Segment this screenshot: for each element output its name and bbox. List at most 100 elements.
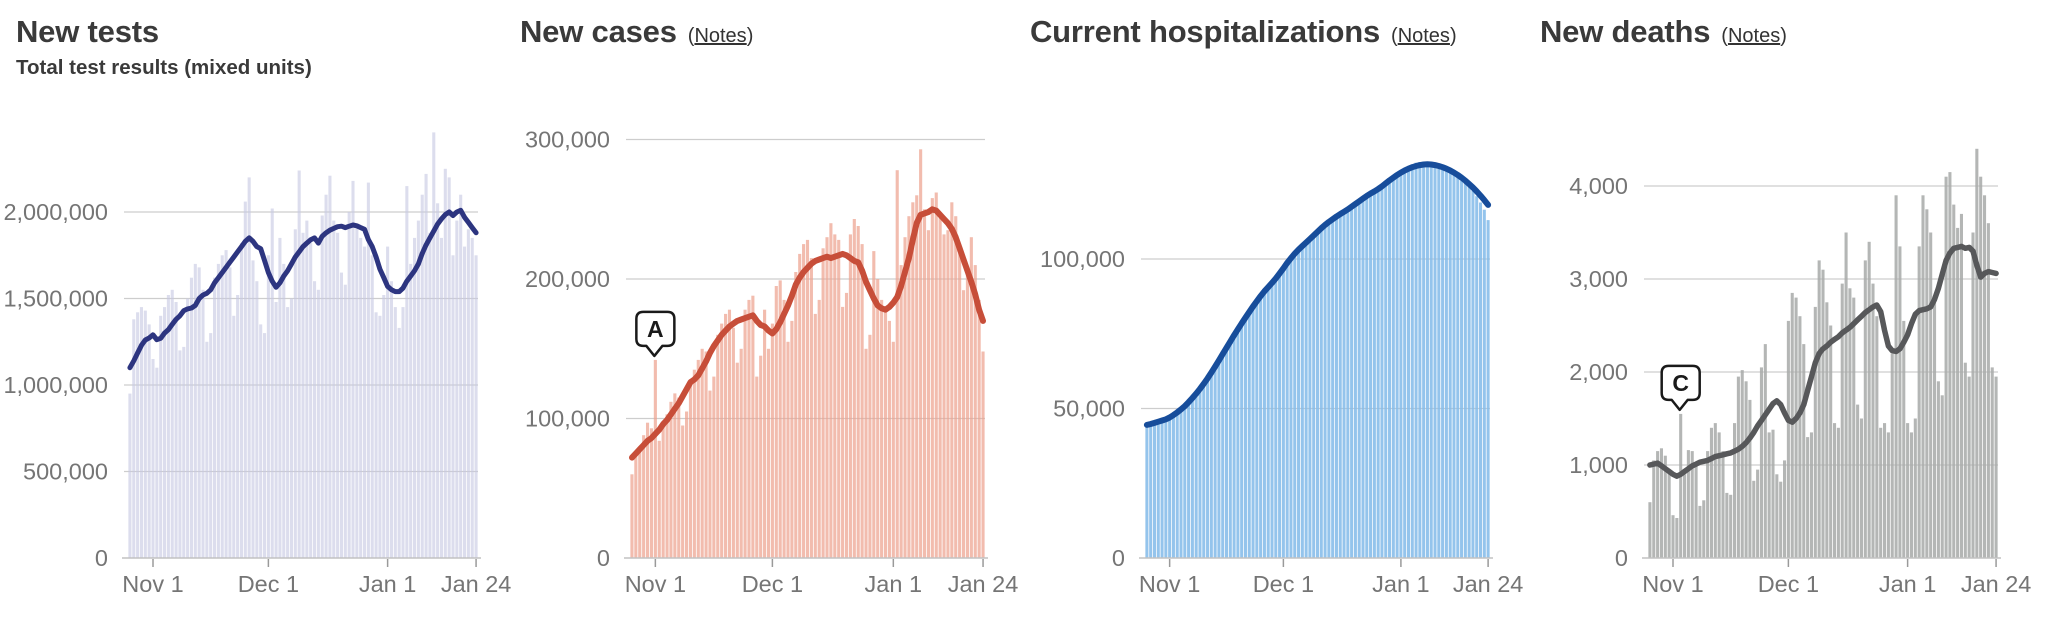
bar <box>1433 165 1437 558</box>
bar <box>163 307 167 558</box>
bar <box>1346 208 1350 558</box>
bar <box>313 281 317 558</box>
bar <box>981 351 985 558</box>
bar <box>1384 181 1388 558</box>
bar <box>363 246 367 558</box>
new-deaths-chart-canvas: 4,000 3,000 2,000 1,000 0 Nov 1 Dec 1 Jan 1 Jan … <box>1569 148 2032 597</box>
bar <box>1948 172 1952 558</box>
svg-text:Jan 24: Jan 24 <box>1961 571 2032 597</box>
bar <box>876 279 880 558</box>
chart-subtitle: Total test results (mixed units) <box>16 56 312 79</box>
bar <box>1871 283 1875 558</box>
notes-link-label[interactable]: Notes <box>1727 25 1781 47</box>
bar <box>228 267 232 558</box>
bar <box>1898 246 1902 558</box>
x-axis-labels: Nov 1 Dec 1 Jan 1 Jan 24 <box>625 571 1019 597</box>
bar <box>1308 239 1312 558</box>
bar <box>770 323 774 558</box>
bar <box>696 359 700 558</box>
bar <box>794 272 798 558</box>
bar <box>1236 329 1240 558</box>
bar <box>1925 209 1929 559</box>
bar <box>1202 384 1206 558</box>
bar <box>201 289 205 558</box>
bar <box>1913 418 1917 558</box>
bar <box>922 209 927 559</box>
bar <box>389 281 393 558</box>
bar <box>700 348 704 559</box>
chart-current-hospitalizations: Current hospitalizations (Notes) 100,000… <box>1024 0 1536 631</box>
y-axis-labels: 2,000,000 1,500,000 1,000,000 500,000 0 <box>3 199 108 571</box>
bar <box>305 220 309 558</box>
bar <box>1376 189 1380 558</box>
bar <box>1361 198 1365 558</box>
bar <box>774 286 778 558</box>
bar <box>1369 192 1373 559</box>
bar <box>883 306 888 558</box>
bar <box>159 315 163 558</box>
bar <box>743 309 747 558</box>
bar <box>1206 378 1210 558</box>
bar <box>1763 344 1767 558</box>
bar <box>645 422 650 558</box>
bar <box>724 313 728 558</box>
notes-link[interactable]: (Notes) <box>1391 25 1457 47</box>
bar <box>1300 246 1304 558</box>
bar <box>665 414 669 558</box>
bar <box>1304 244 1308 558</box>
bar <box>1986 223 1990 558</box>
notes-link-label[interactable]: Notes <box>1397 25 1450 47</box>
bar <box>716 334 720 558</box>
bar <box>954 216 958 558</box>
svg-text:0: 0 <box>597 545 610 571</box>
bar <box>755 376 759 558</box>
bar <box>1410 164 1414 558</box>
bar <box>1813 306 1817 558</box>
bar <box>1460 180 1464 558</box>
bar <box>1251 307 1255 558</box>
chart-title: Current hospitalizations <box>1030 14 1381 49</box>
bar <box>1414 162 1418 558</box>
bar <box>856 226 860 558</box>
bar <box>1247 314 1251 558</box>
bar <box>1736 376 1740 558</box>
bar <box>289 298 293 558</box>
svg-text:200,000: 200,000 <box>525 266 610 292</box>
bar <box>688 379 693 558</box>
bar <box>1323 224 1327 558</box>
bar <box>1767 432 1771 558</box>
bar <box>1979 176 1983 558</box>
bar <box>470 237 474 558</box>
notes-link[interactable]: (Notes) <box>687 25 754 47</box>
bar <box>205 341 209 559</box>
bar <box>343 284 347 558</box>
annotation-badge-a[interactable]: A <box>635 310 676 358</box>
bar <box>1448 170 1452 558</box>
bar <box>642 435 646 558</box>
notes-link[interactable]: (Notes) <box>1721 25 1787 47</box>
bar <box>1906 423 1910 558</box>
bar <box>977 299 981 558</box>
bar <box>880 299 884 558</box>
bar <box>1209 372 1213 558</box>
y-axis-labels: 100,000 50,000 0 <box>1040 246 1125 571</box>
bar <box>961 290 966 558</box>
bar <box>1675 518 1679 558</box>
bar <box>374 312 378 558</box>
bar <box>1690 451 1694 558</box>
bar <box>1863 260 1867 558</box>
bar <box>320 215 324 558</box>
bar <box>1971 232 1975 558</box>
bar <box>1171 416 1175 558</box>
bar <box>274 302 278 558</box>
seven-day-average-line <box>1143 161 1492 428</box>
bar <box>297 170 301 558</box>
bar <box>841 306 845 558</box>
bar <box>420 194 424 558</box>
annotation-badge-c[interactable]: C <box>1660 364 1701 412</box>
daily-bars <box>128 132 478 559</box>
x-axis-ticks <box>1168 559 1489 567</box>
bar <box>1963 362 1967 558</box>
notes-link-label[interactable]: Notes <box>694 25 747 47</box>
bar <box>1733 423 1737 558</box>
